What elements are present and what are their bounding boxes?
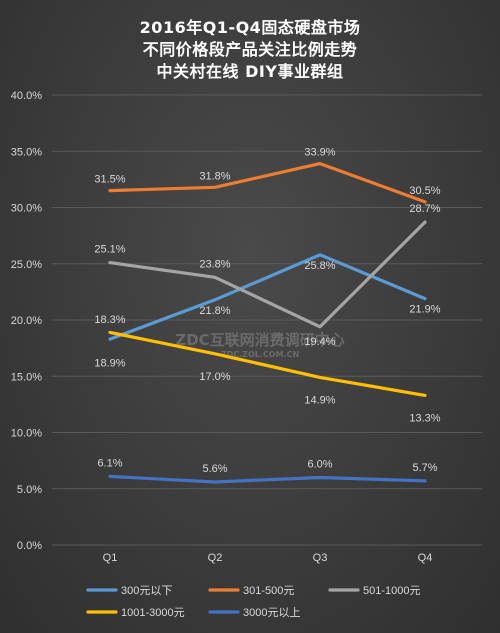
data-label: 28.7% bbox=[409, 203, 440, 215]
data-label: 6.1% bbox=[97, 457, 122, 469]
data-label: 19.4% bbox=[304, 336, 335, 348]
data-label: 21.9% bbox=[409, 304, 440, 316]
watermark-sub: ZDC.ZOL.COM.CN bbox=[221, 350, 299, 359]
series-line-1 bbox=[108, 162, 427, 204]
chart-title-line-2: 不同价格段产品关注比例走势 bbox=[142, 40, 358, 59]
legend-label-4: 3000元以上 bbox=[243, 606, 300, 619]
y-tick-label: 0.0% bbox=[17, 540, 42, 552]
data-label: 25.1% bbox=[94, 244, 125, 256]
series-line-3 bbox=[108, 330, 427, 397]
y-tick-label: 35.0% bbox=[11, 146, 42, 158]
y-tick-label: 20.0% bbox=[11, 315, 42, 327]
y-tick-label: 30.0% bbox=[11, 203, 42, 215]
data-label: 30.5% bbox=[409, 185, 440, 197]
watermark: ZDC互联网消费调研中心 ZDC.ZOL.COM.CN bbox=[175, 331, 344, 359]
legend-label-2: 501-1000元 bbox=[363, 585, 421, 597]
data-label: 6.0% bbox=[307, 459, 332, 471]
chart-title-line-3: 中关村在线 DIY事业群组 bbox=[156, 62, 344, 81]
data-label: 18.3% bbox=[94, 314, 125, 326]
data-label: 21.8% bbox=[199, 305, 230, 317]
legend: 300元以下 301-500元 501-1000元 1001-3000元 3000元以上 bbox=[86, 585, 421, 619]
data-label: 17.0% bbox=[199, 371, 230, 383]
y-tick-label: 25.0% bbox=[11, 259, 42, 271]
x-tick-label: Q2 bbox=[208, 552, 223, 564]
y-tick-label: 15.0% bbox=[11, 371, 42, 383]
legend-label-1: 301-500元 bbox=[243, 585, 294, 597]
data-label: 31.5% bbox=[94, 174, 125, 186]
x-tick-label: Q3 bbox=[313, 552, 328, 564]
series-line-2 bbox=[108, 220, 427, 329]
series-line-4 bbox=[108, 474, 427, 484]
y-tick-label: 5.0% bbox=[17, 484, 42, 496]
data-label: 18.9% bbox=[94, 357, 125, 369]
legend-label-0: 300元以下 bbox=[121, 585, 172, 597]
y-axis-ticks: 0.0% 5.0% 10.0% 15.0% 20.0% 25.0% 30.0% 35.0% 40… bbox=[11, 90, 42, 552]
data-label: 33.9% bbox=[304, 147, 335, 159]
data-label: 23.8% bbox=[199, 258, 230, 270]
x-axis-ticks: Q1 Q2 Q3 Q4 bbox=[103, 552, 433, 564]
watermark-main: ZDC互联网消费调研中心 bbox=[175, 331, 344, 349]
data-label: 14.9% bbox=[304, 394, 335, 406]
x-tick-label: Q1 bbox=[103, 552, 118, 564]
legend-label-3: 1001-3000元 bbox=[121, 607, 185, 619]
y-tick-label: 10.0% bbox=[11, 428, 42, 440]
data-label: 5.7% bbox=[412, 462, 437, 474]
data-label: 31.8% bbox=[199, 170, 230, 182]
data-label: 5.6% bbox=[202, 463, 227, 475]
data-label: 25.8% bbox=[304, 260, 335, 272]
x-tick-label: Q4 bbox=[418, 552, 433, 564]
y-tick-label: 40.0% bbox=[11, 90, 42, 102]
data-labels: 18.3% 21.8% 25.8% 21.9% 31.5% 31.8% 33.9% 30.5%… bbox=[94, 147, 440, 475]
chart-title-line-1: 2016年Q1-Q4固态硬盘市场 bbox=[139, 18, 361, 37]
series-lines bbox=[108, 162, 427, 484]
data-label: 13.3% bbox=[409, 412, 440, 424]
